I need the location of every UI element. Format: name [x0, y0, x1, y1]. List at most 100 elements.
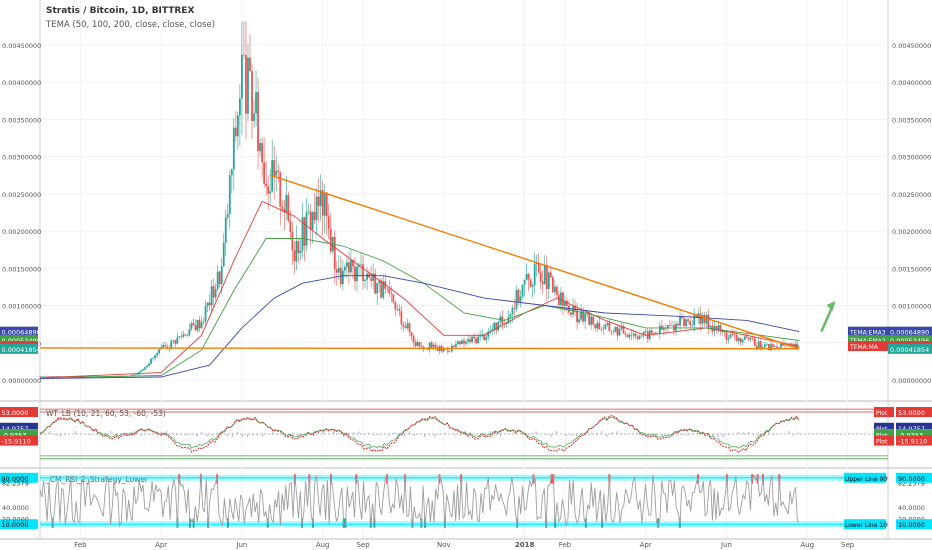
candle-body: [715, 325, 718, 330]
candle-body: [616, 326, 619, 336]
candle-body: [594, 324, 597, 329]
candle-body: [263, 162, 266, 184]
wt-value-label-left: -0.9353: [2, 431, 27, 439]
candle-body: [628, 334, 631, 337]
candle-body: [729, 334, 732, 338]
candle-body: [541, 281, 544, 284]
candle-body: [513, 307, 516, 309]
rsi-line-name-tag: [844, 472, 886, 483]
candle-body: [295, 241, 298, 262]
candle-body: [769, 344, 772, 351]
price-tick-label-right: 0.00450000: [892, 42, 931, 50]
trendline: [269, 174, 800, 350]
candle-body: [576, 310, 578, 323]
x-tick-label: Feb: [74, 541, 87, 549]
candle-body: [289, 220, 292, 232]
candle-body: [121, 376, 124, 378]
candle-body: [453, 345, 455, 347]
candle-body: [640, 335, 643, 337]
rsi-line-name-label: Lower Line 10: [845, 522, 887, 529]
rsi-value-label-right: 82.2579: [898, 479, 925, 487]
x-tick-label: Aug: [800, 541, 814, 549]
candle-body: [192, 323, 195, 326]
rsi-indicator-title: _CM_RSI_2_Strategy_Lower: [45, 475, 149, 484]
candle-body: [236, 115, 239, 137]
candle-body: [547, 272, 550, 290]
candle-body: [471, 336, 473, 343]
price-tick-label-right: 0.00300000: [892, 154, 931, 162]
price-tick-label-left: 0.00350000: [2, 116, 41, 124]
candle-body: [469, 339, 471, 343]
candle-body: [741, 339, 744, 343]
candle-body: [269, 191, 272, 194]
price-tick-label-right: 0.00200000: [892, 228, 931, 236]
candle-body: [763, 344, 766, 348]
wt-plot-tag: [874, 407, 894, 418]
candle-body: [430, 342, 433, 348]
candle-body: [784, 344, 786, 346]
candle-body: [333, 236, 336, 270]
candle-body: [315, 196, 318, 221]
price-tick-label-left: 0.00450000: [2, 42, 41, 50]
candle-body: [626, 334, 629, 337]
candle-body: [463, 340, 465, 344]
price-value-tag-left: [0, 343, 38, 354]
candle-body: [323, 192, 326, 216]
candle-body: [727, 337, 730, 340]
candle-body: [57, 376, 60, 377]
candle-body: [644, 331, 647, 332]
candle-body: [360, 264, 362, 265]
candle-body: [703, 314, 706, 324]
rsi-level-tag-right: [896, 472, 932, 483]
candle-body: [305, 212, 308, 246]
candle-body: [214, 289, 217, 298]
candle-body: [115, 376, 118, 378]
candle-body: [687, 319, 690, 322]
candle-body: [517, 289, 520, 302]
wt-plot-tag: [874, 422, 894, 433]
candle-body: [618, 328, 621, 336]
candle-body: [251, 70, 253, 121]
price-value-tag-left: [0, 326, 38, 337]
rsi-level-label-right: 10.0000: [898, 521, 925, 529]
candle-body: [557, 294, 560, 306]
candle-body: [796, 343, 799, 348]
rsi-line: [39, 474, 800, 528]
price-value-label-right: 0.00064890: [890, 329, 929, 337]
ema-line: [39, 200, 800, 379]
x-tick-label: 2018: [515, 541, 535, 549]
candle-body: [574, 305, 576, 311]
candle-body: [790, 343, 792, 345]
candle-body: [662, 328, 665, 330]
ema-name-label: TEMA:MA: [849, 344, 879, 351]
candle-body: [400, 311, 403, 325]
candle-body: [142, 369, 144, 371]
candle-body: [578, 319, 580, 323]
candle-body: [398, 309, 401, 312]
candle-body: [564, 300, 566, 307]
candle-body: [327, 216, 330, 229]
wt-signal-line: [39, 416, 800, 449]
candle-body: [372, 273, 375, 281]
wt-value-label-right: 53.0000: [898, 409, 925, 417]
candle-body: [780, 342, 782, 348]
price-value-tag-right: [888, 335, 932, 346]
candle-body: [642, 331, 645, 336]
candle-body: [45, 375, 47, 377]
candle-body: [279, 172, 282, 207]
candle-body: [533, 263, 536, 286]
candle-body: [745, 336, 748, 338]
candle-body: [158, 349, 161, 354]
candle-body: [739, 337, 742, 343]
candle-body: [669, 325, 671, 326]
candle-body: [420, 346, 423, 347]
candle-body: [497, 321, 500, 331]
wt-plot-tag: [874, 429, 894, 440]
candle-body: [709, 325, 712, 328]
rsi-level-label-left: 90.0000: [2, 475, 29, 483]
candle-body: [677, 323, 679, 326]
candle-body: [491, 329, 494, 331]
price-value-tag-right: [888, 343, 932, 354]
candle-body: [249, 57, 251, 71]
candle-body: [113, 376, 116, 378]
